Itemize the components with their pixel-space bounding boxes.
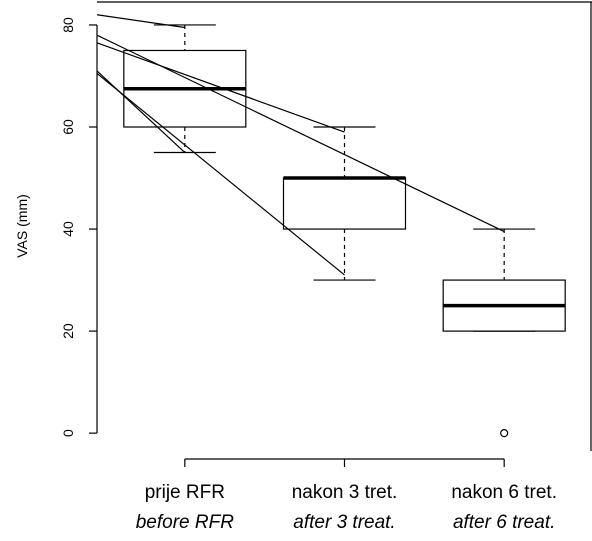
y-tick-label: 40 [60,221,76,237]
y-axis: 0 20 40 60 80 [60,17,98,437]
x-axis: prije RFR before RFR nakon 3 tret. after 3 … [136,458,557,533]
boxes [123,24,566,438]
trend-line [96,14,185,29]
y-axis-label: VAS (mm) [14,194,30,258]
trend-line [96,72,345,276]
x-tick-label: prije RFR [145,482,225,503]
outlier-point [500,429,509,438]
box-group [282,126,407,281]
trend-line [96,42,345,133]
y-tick-label: 80 [60,17,76,33]
x-tick-label-en: before RFR [136,512,234,533]
plot-frame [97,1,592,451]
x-tick-label-en: after 6 treat. [453,512,555,533]
x-tick-label: nakon 3 tret. [292,482,398,503]
x-tick-label: nakon 6 tret. [451,482,557,503]
y-tick-label: 0 [60,429,76,437]
y-tick-label: 20 [60,323,76,339]
trend-line [96,70,186,153]
connecting-lines [96,14,505,276]
box-group [442,228,566,438]
box-group [123,24,247,154]
x-tick-label-en: after 3 treat. [293,512,395,533]
box [282,177,407,230]
y-tick-label: 60 [60,119,76,135]
